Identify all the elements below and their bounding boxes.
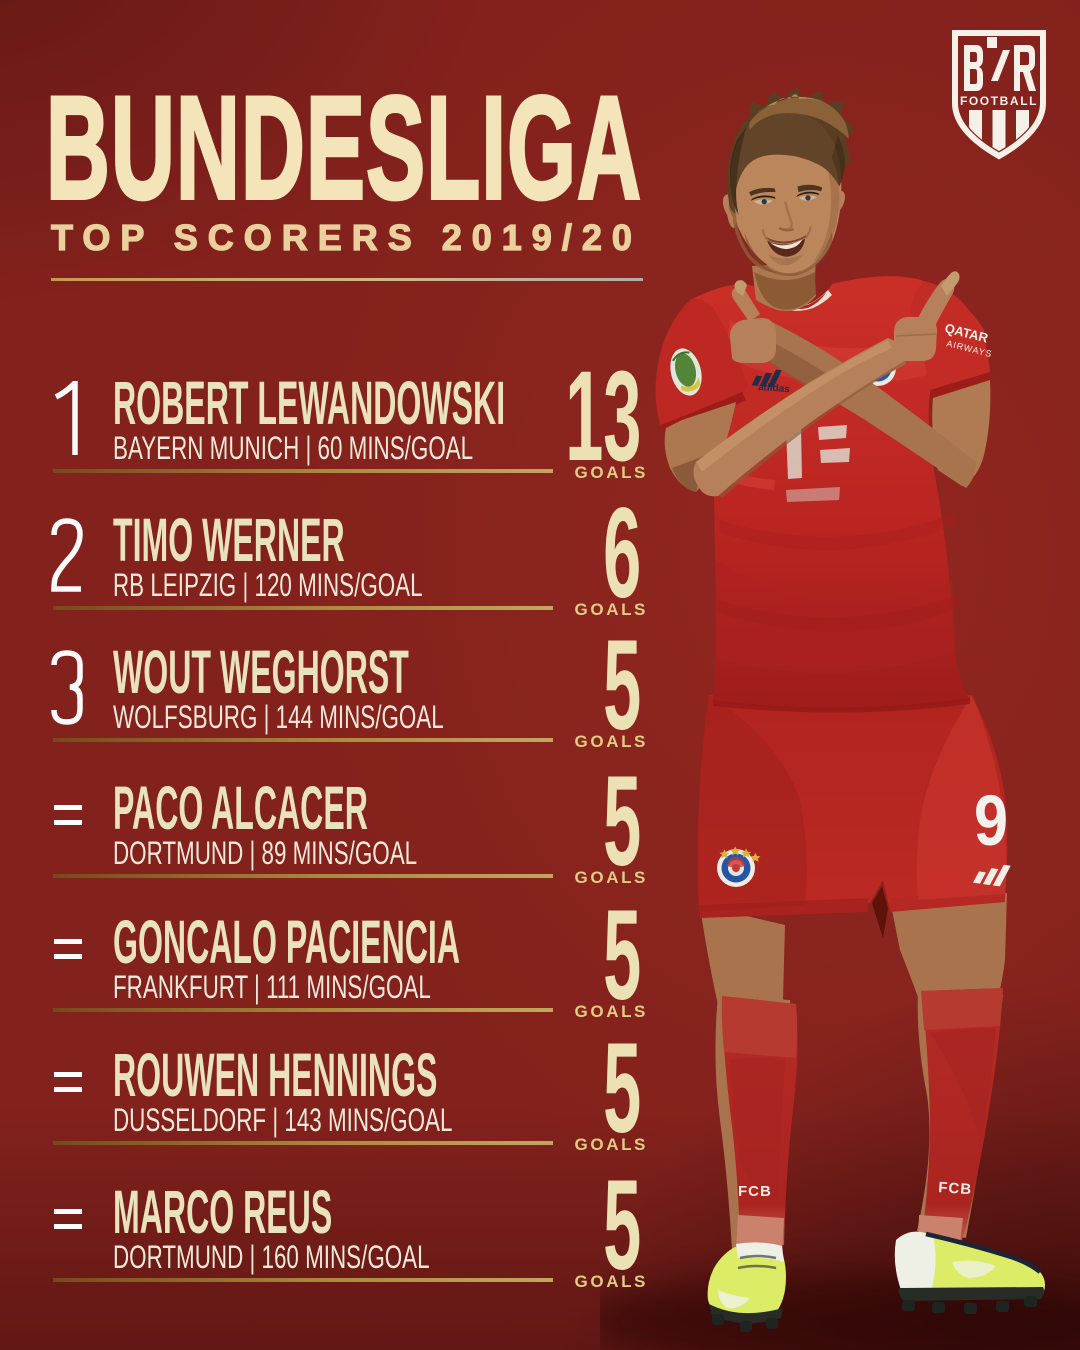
- svg-text:adidas: adidas: [758, 382, 791, 395]
- svg-text:FOOTBALL: FOOTBALL: [960, 94, 1038, 108]
- svg-text:FCB: FCB: [738, 1183, 772, 1200]
- svg-text:9: 9: [974, 781, 1008, 861]
- svg-text:FCB: FCB: [938, 1179, 973, 1198]
